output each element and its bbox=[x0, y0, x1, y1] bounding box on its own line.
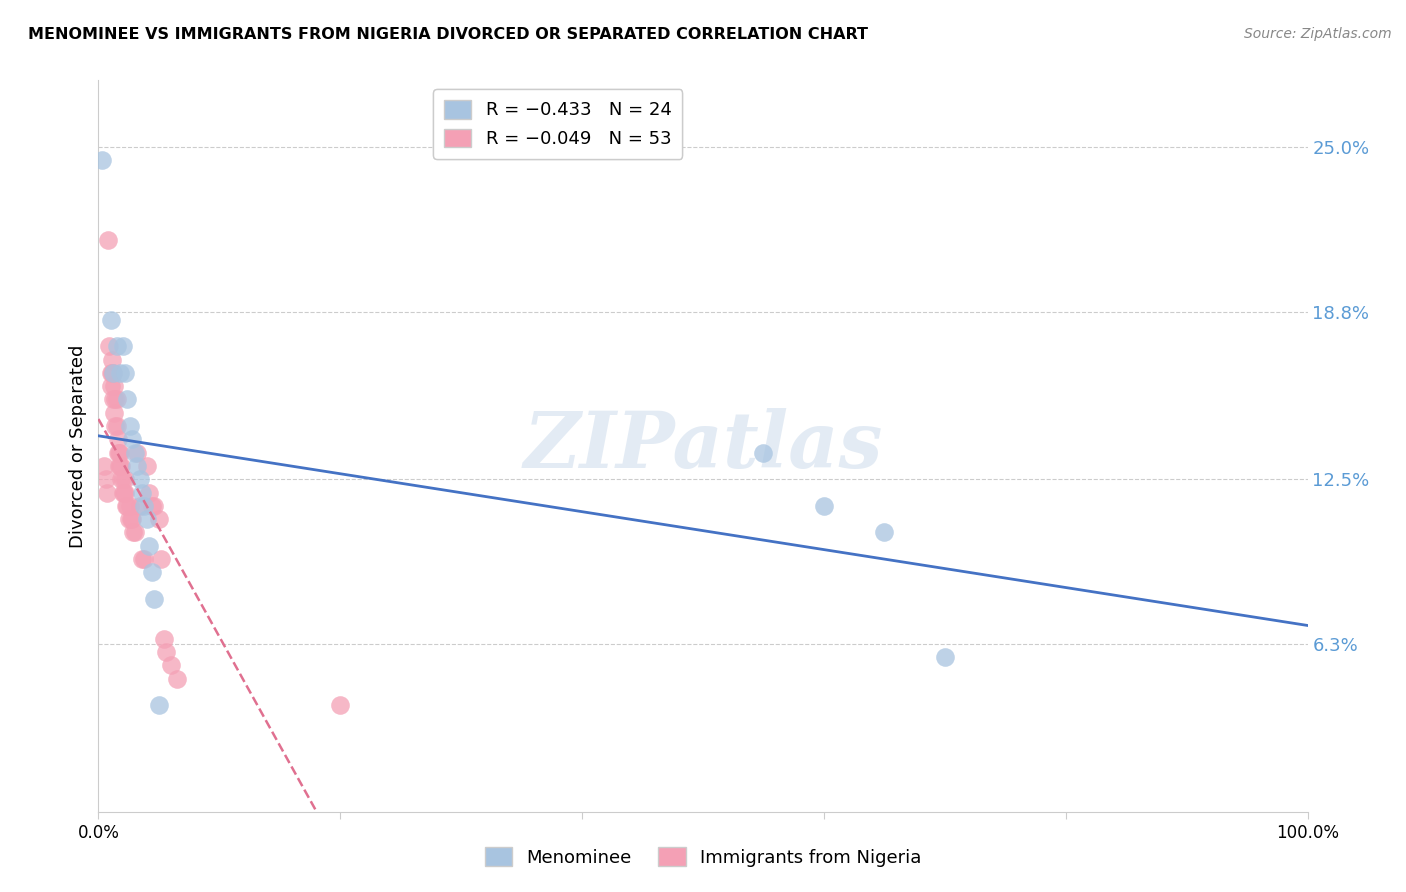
Point bbox=[101, 392, 124, 407]
Point bbox=[934, 650, 956, 665]
Point bbox=[108, 458, 131, 473]
Point bbox=[108, 445, 131, 459]
Text: MENOMINEE VS IMMIGRANTS FROM NIGERIA DIVORCED OR SEPARATED CORRELATION CHART: MENOMINEE VS IMMIGRANTS FROM NIGERIA DIV… bbox=[28, 27, 868, 42]
Point bbox=[107, 445, 129, 459]
Point bbox=[94, 472, 117, 486]
Point bbox=[148, 512, 170, 526]
Point bbox=[101, 366, 124, 380]
Point bbox=[121, 512, 143, 526]
Point bbox=[135, 458, 157, 473]
Point bbox=[148, 698, 170, 713]
Point bbox=[100, 312, 122, 326]
Point bbox=[97, 233, 120, 247]
Point bbox=[124, 445, 146, 459]
Point bbox=[166, 672, 188, 686]
Point bbox=[127, 445, 149, 459]
Point bbox=[135, 512, 157, 526]
Point bbox=[104, 419, 127, 434]
Point bbox=[112, 485, 135, 500]
Point bbox=[115, 499, 138, 513]
Point bbox=[128, 499, 150, 513]
Point bbox=[813, 499, 835, 513]
Point bbox=[143, 591, 166, 606]
Point bbox=[110, 472, 132, 486]
Point bbox=[91, 153, 114, 167]
Point bbox=[127, 458, 149, 473]
Point bbox=[120, 512, 142, 526]
Point bbox=[103, 379, 125, 393]
Point bbox=[114, 472, 136, 486]
Point bbox=[110, 458, 132, 473]
Point bbox=[122, 525, 145, 540]
Point bbox=[118, 499, 141, 513]
Point bbox=[105, 419, 128, 434]
Point bbox=[134, 552, 156, 566]
Point bbox=[105, 339, 128, 353]
Point bbox=[100, 366, 122, 380]
Y-axis label: Divorced or Separated: Divorced or Separated bbox=[69, 344, 87, 548]
Text: Source: ZipAtlas.com: Source: ZipAtlas.com bbox=[1244, 27, 1392, 41]
Legend: R = −0.433   N = 24, R = −0.049   N = 53: R = −0.433 N = 24, R = −0.049 N = 53 bbox=[433, 89, 682, 159]
Point bbox=[138, 539, 160, 553]
Point bbox=[118, 419, 141, 434]
Point bbox=[111, 339, 134, 353]
Point bbox=[752, 445, 775, 459]
Point bbox=[160, 658, 183, 673]
Point bbox=[117, 499, 139, 513]
Point bbox=[152, 632, 174, 646]
Text: ZIPatlas: ZIPatlas bbox=[523, 408, 883, 484]
Point bbox=[117, 392, 139, 407]
Point bbox=[108, 458, 131, 473]
Point bbox=[107, 433, 129, 447]
Point bbox=[111, 472, 134, 486]
Point bbox=[143, 499, 166, 513]
Point bbox=[138, 485, 160, 500]
Point bbox=[101, 366, 124, 380]
Point bbox=[100, 352, 122, 367]
Point bbox=[118, 512, 141, 526]
Point bbox=[103, 406, 125, 420]
Point bbox=[873, 525, 896, 540]
Point bbox=[100, 366, 122, 380]
Point bbox=[131, 552, 153, 566]
Point bbox=[134, 499, 156, 513]
Point bbox=[150, 552, 173, 566]
Point bbox=[128, 472, 150, 486]
Point bbox=[329, 698, 352, 713]
Point bbox=[93, 458, 115, 473]
Point bbox=[124, 525, 146, 540]
Point bbox=[108, 366, 131, 380]
Point bbox=[100, 379, 122, 393]
Point bbox=[96, 485, 118, 500]
Point bbox=[105, 392, 128, 407]
Point bbox=[121, 433, 143, 447]
Legend: Menominee, Immigrants from Nigeria: Menominee, Immigrants from Nigeria bbox=[478, 840, 928, 874]
Point bbox=[131, 485, 153, 500]
Point bbox=[155, 645, 177, 659]
Point bbox=[108, 445, 131, 459]
Point bbox=[98, 339, 121, 353]
Point bbox=[114, 485, 136, 500]
Point bbox=[141, 499, 163, 513]
Point bbox=[104, 392, 127, 407]
Point bbox=[141, 566, 163, 580]
Point bbox=[114, 366, 136, 380]
Point bbox=[111, 485, 134, 500]
